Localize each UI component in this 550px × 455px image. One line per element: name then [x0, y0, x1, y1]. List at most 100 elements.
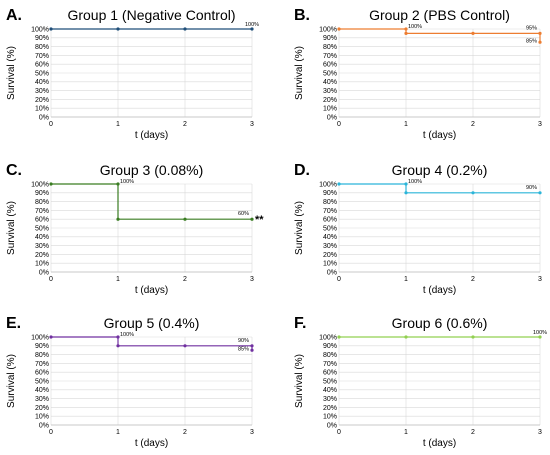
y-tick-label: 100% — [319, 26, 337, 33]
data-point — [538, 40, 542, 44]
data-point — [116, 27, 120, 31]
x-tick-label: 1 — [116, 121, 120, 128]
data-point — [183, 27, 187, 31]
data-label: 60% — [238, 211, 249, 217]
y-tick-label: 0% — [327, 269, 337, 276]
significance-label: ** — [255, 214, 264, 226]
y-tick-label: 20% — [35, 405, 49, 412]
y-axis-label: Survival (%) — [294, 354, 305, 408]
x-tick-label: 2 — [183, 121, 187, 128]
y-tick-label: 70% — [35, 208, 49, 215]
data-point — [471, 31, 475, 35]
y-tick-label: 10% — [323, 106, 337, 113]
y-tick-label: 30% — [323, 243, 337, 250]
y-tick-label: 70% — [323, 361, 337, 368]
y-tick-label: 50% — [323, 378, 337, 385]
x-tick-label: 1 — [404, 276, 408, 283]
data-point — [404, 191, 408, 195]
panel-letter: C. — [6, 162, 22, 179]
panel-title: Group 6 (0.6%) — [392, 315, 488, 331]
y-axis-label: Survival (%) — [294, 46, 305, 100]
chart-panel-4: D. Group 4 (0.2%) 0%10% 20% 30% 40% 50%60% 70% 8… — [294, 162, 542, 296]
data-point — [538, 191, 542, 195]
x-tick-label: 3 — [538, 429, 542, 436]
y-tick-label: 70% — [323, 208, 337, 215]
panel-title: Group 4 (0.2%) — [392, 162, 488, 178]
y-tick-label: 10% — [35, 106, 49, 113]
x-tick-label: 3 — [250, 276, 254, 283]
x-axis-label: t (days) — [135, 130, 168, 141]
y-tick-label: 50% — [35, 70, 49, 77]
data-point — [250, 348, 254, 352]
data-point — [116, 182, 120, 186]
y-axis-label: Survival (%) — [6, 201, 17, 255]
panel-title: Group 1 (Negative Control) — [67, 7, 235, 23]
y-tick-label: 50% — [35, 378, 49, 385]
data-point — [471, 335, 475, 339]
y-tick-label: 40% — [35, 234, 49, 241]
chart-panel-1: A. Group 1 (Negative Control) 0%10% 20% 30% 4… — [6, 7, 259, 141]
y-tick-label: 30% — [323, 396, 337, 403]
y-tick-label: 0% — [327, 114, 337, 121]
y-tick-label: 50% — [35, 225, 49, 232]
y-tick-label: 100% — [31, 181, 49, 188]
data-point — [116, 217, 120, 221]
x-tick-label: 0 — [49, 429, 53, 436]
panel-letter: F. — [294, 315, 306, 332]
data-point — [404, 335, 408, 339]
y-tick-label: 100% — [31, 334, 49, 341]
y-tick-label: 80% — [323, 199, 337, 206]
panel-letter: D. — [294, 162, 310, 179]
data-label: 90% — [526, 185, 537, 191]
panel-title: Group 2 (PBS Control) — [369, 7, 510, 23]
y-tick-label: 100% — [319, 181, 337, 188]
y-tick-label: 90% — [323, 35, 337, 42]
data-point — [404, 31, 408, 35]
y-tick-label: 90% — [35, 190, 49, 197]
y-tick-label: 100% — [319, 334, 337, 341]
data-point — [337, 182, 341, 186]
y-tick-label: 90% — [323, 343, 337, 350]
x-tick-label: 2 — [183, 276, 187, 283]
y-tick-label: 30% — [35, 243, 49, 250]
y-tick-label: 90% — [35, 35, 49, 42]
y-axis-label: Survival (%) — [294, 201, 305, 255]
x-tick-label: 2 — [471, 429, 475, 436]
y-tick-label: 70% — [35, 361, 49, 368]
y-tick-label: 40% — [323, 387, 337, 394]
data-point — [183, 217, 187, 221]
x-tick-label: 1 — [404, 121, 408, 128]
y-tick-label: 0% — [39, 269, 49, 276]
x-tick-label: 1 — [404, 429, 408, 436]
x-tick-label: 0 — [337, 429, 341, 436]
y-tick-label: 10% — [35, 261, 49, 268]
chart-panel-3: C. Group 3 (0.08%)0%10%20%30%40%50%60%70%… — [6, 162, 264, 296]
y-tick-label: 10% — [35, 414, 49, 421]
data-point — [471, 191, 475, 195]
y-tick-label: 70% — [323, 53, 337, 60]
y-tick-label: 30% — [35, 88, 49, 95]
y-tick-label: 0% — [39, 114, 49, 121]
x-tick-label: 0 — [49, 276, 53, 283]
data-point — [250, 344, 254, 348]
data-point — [337, 335, 341, 339]
data-point — [404, 27, 408, 31]
x-tick-label: 3 — [250, 121, 254, 128]
x-axis-label: t (days) — [423, 130, 456, 141]
y-tick-label: 80% — [35, 352, 49, 359]
y-tick-label: 60% — [35, 62, 49, 69]
x-tick-label: 3 — [538, 121, 542, 128]
y-tick-label: 80% — [323, 44, 337, 51]
y-tick-label: 10% — [323, 414, 337, 421]
y-tick-label: 40% — [35, 387, 49, 394]
data-point — [49, 182, 53, 186]
data-label: 100% — [408, 179, 422, 185]
data-point — [538, 31, 542, 35]
panel-title: Group 3 (0.08%) — [100, 162, 204, 178]
y-tick-label: 90% — [35, 343, 49, 350]
data-label: 100% — [408, 24, 422, 30]
data-label: 100% — [245, 22, 259, 28]
y-tick-label: 20% — [323, 97, 337, 104]
data-label: 100% — [120, 332, 134, 338]
